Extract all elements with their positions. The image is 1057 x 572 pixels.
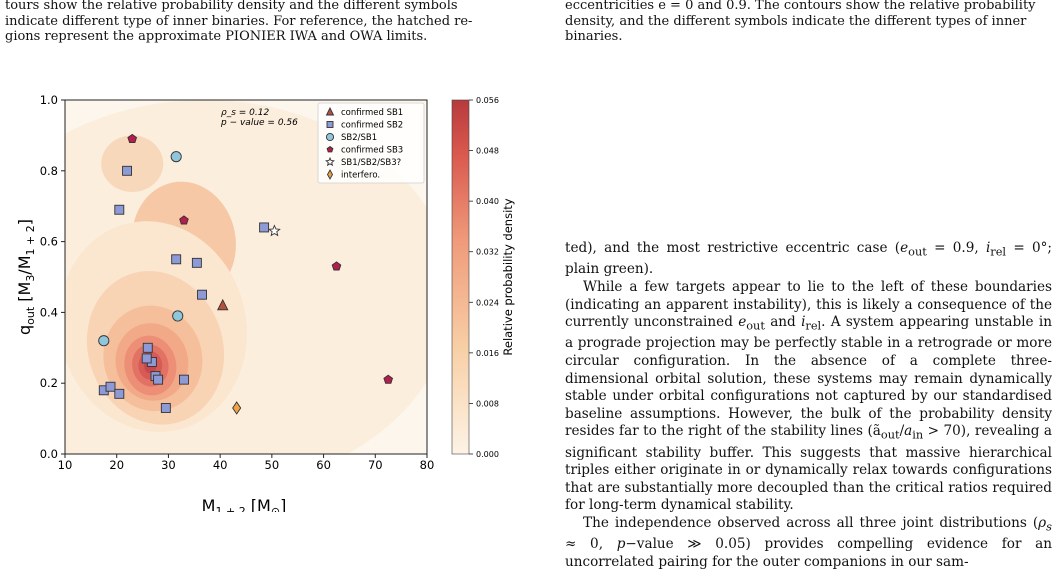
scatter-density-chart: 10 20 30 40 50 60 70 80 0.0 0.2 0.4 0.6 0.8 1.0 M1 + … [15,93,515,512]
diamond-point [232,401,242,415]
square-point [122,165,133,176]
legend-label: interfero. [341,171,380,181]
colorbar-label: Relative probability density [501,198,515,355]
x-tick-label: 60 [316,458,331,472]
y-tick-label: 0.0 [40,447,58,461]
caption-line: density, and the different symbols indic… [565,13,1027,29]
y-tick-label: 0.2 [40,376,58,390]
square-point [114,388,125,399]
square-point [114,204,125,215]
x-tick-label: 70 [368,458,383,472]
colorbar-ticks: 0.000 0.008 0.016 0.024 0.032 0.040 0.048 0.056 [469,96,499,459]
y-tick-label: 0.6 [40,235,58,249]
colorbar-tick-label: 0.032 [476,248,499,257]
caption-line: tours show the relative probability dens… [5,0,458,13]
legend-star-icon [325,156,335,167]
colorbar-tick-label: 0.048 [476,147,499,156]
x-tick-label: 40 [213,458,228,472]
y-tick-label: 0.4 [40,305,58,319]
x-tick-label: 50 [265,458,280,472]
caption-line: indicate different type of inner binarie… [5,13,473,29]
x-axis-label: M1 + 2 [M⊙] [202,496,287,512]
y-axis-label: qout [M3/M1 + 2] [15,219,37,335]
figure-caption-left: tours show the relative probability dens… [5,0,505,45]
paragraph: While a few targets appear to lie to the… [565,278,1052,514]
body-text: ted), and the most restrictive eccentric… [565,240,1052,572]
square-point [142,342,153,353]
rho-stat: ρ_s = 0.12 [221,108,269,118]
legend-circle-icon [325,132,335,142]
colorbar [451,99,470,455]
legend-label: confirmed SB1 [341,108,403,118]
square-point [191,257,202,268]
x-tick-label: 30 [161,458,176,472]
colorbar-tick-label: 0.000 [476,450,499,459]
square-point [160,403,171,413]
legend-triangle-icon [325,106,335,116]
colorbar-tick-label: 0.040 [476,197,499,206]
x-tick-label: 10 [58,458,73,472]
y-tick-label: 1.0 [40,93,58,107]
colorbar-tick-label: 0.016 [476,349,499,358]
circle-point [170,151,182,163]
square-point [153,374,164,385]
x-tick-label: 80 [420,458,435,472]
square-point [141,353,152,364]
star-point [268,224,281,237]
legend-diamond-icon [326,169,334,180]
triangle-point [217,298,229,311]
legend-pentagon-icon [326,145,334,153]
pentagon-point [127,133,138,144]
y-tick-label: 0.8 [40,164,58,178]
legend-square-icon [326,121,334,128]
square-point [171,254,182,265]
pentagon-point [179,215,189,225]
legend-label: confirmed SB2 [341,121,403,131]
circle-point [98,335,110,347]
legend-label: SB2/SB1 [341,133,377,143]
paragraph: The independence observed across all thr… [565,515,1052,570]
colorbar-tick-label: 0.008 [476,399,499,408]
data-points [98,133,394,415]
legend-label: confirmed SB3 [341,146,403,156]
caption-line: eccentricities e = 0 and 0.9. The contou… [565,0,1036,13]
paragraph: ted), and the most restrictive eccentric… [565,240,1053,278]
colorbar-tick-label: 0.056 [476,96,499,105]
pentagon-point [383,374,394,384]
plot-frame [64,99,428,455]
circle-point [172,310,184,322]
square-point [105,381,116,392]
caption-line: gions represent the approximate PIONIER … [5,29,428,44]
legend-label: SB1/SB2/SB3? [341,158,401,168]
pvalue-stat: p − value = 0.56 [220,118,298,128]
pentagon-point [331,261,342,271]
square-point [197,289,207,300]
figure-caption-right: eccentricities e = 0 and 0.9. The contou… [565,0,1052,45]
square-point [259,222,270,233]
colorbar-tick-label: 0.024 [476,298,499,307]
caption-line: binaries. [565,29,623,44]
x-tick-label: 20 [109,458,124,472]
axis-ticks: 10 20 30 40 50 60 70 80 0.0 0.2 0.4 0.6 0.8 1.0 [40,93,435,472]
square-point [178,374,189,385]
legend: confirmed SB1 confirmed SB2 SB2/SB1 confirm… [317,102,425,184]
density-level [101,135,164,193]
